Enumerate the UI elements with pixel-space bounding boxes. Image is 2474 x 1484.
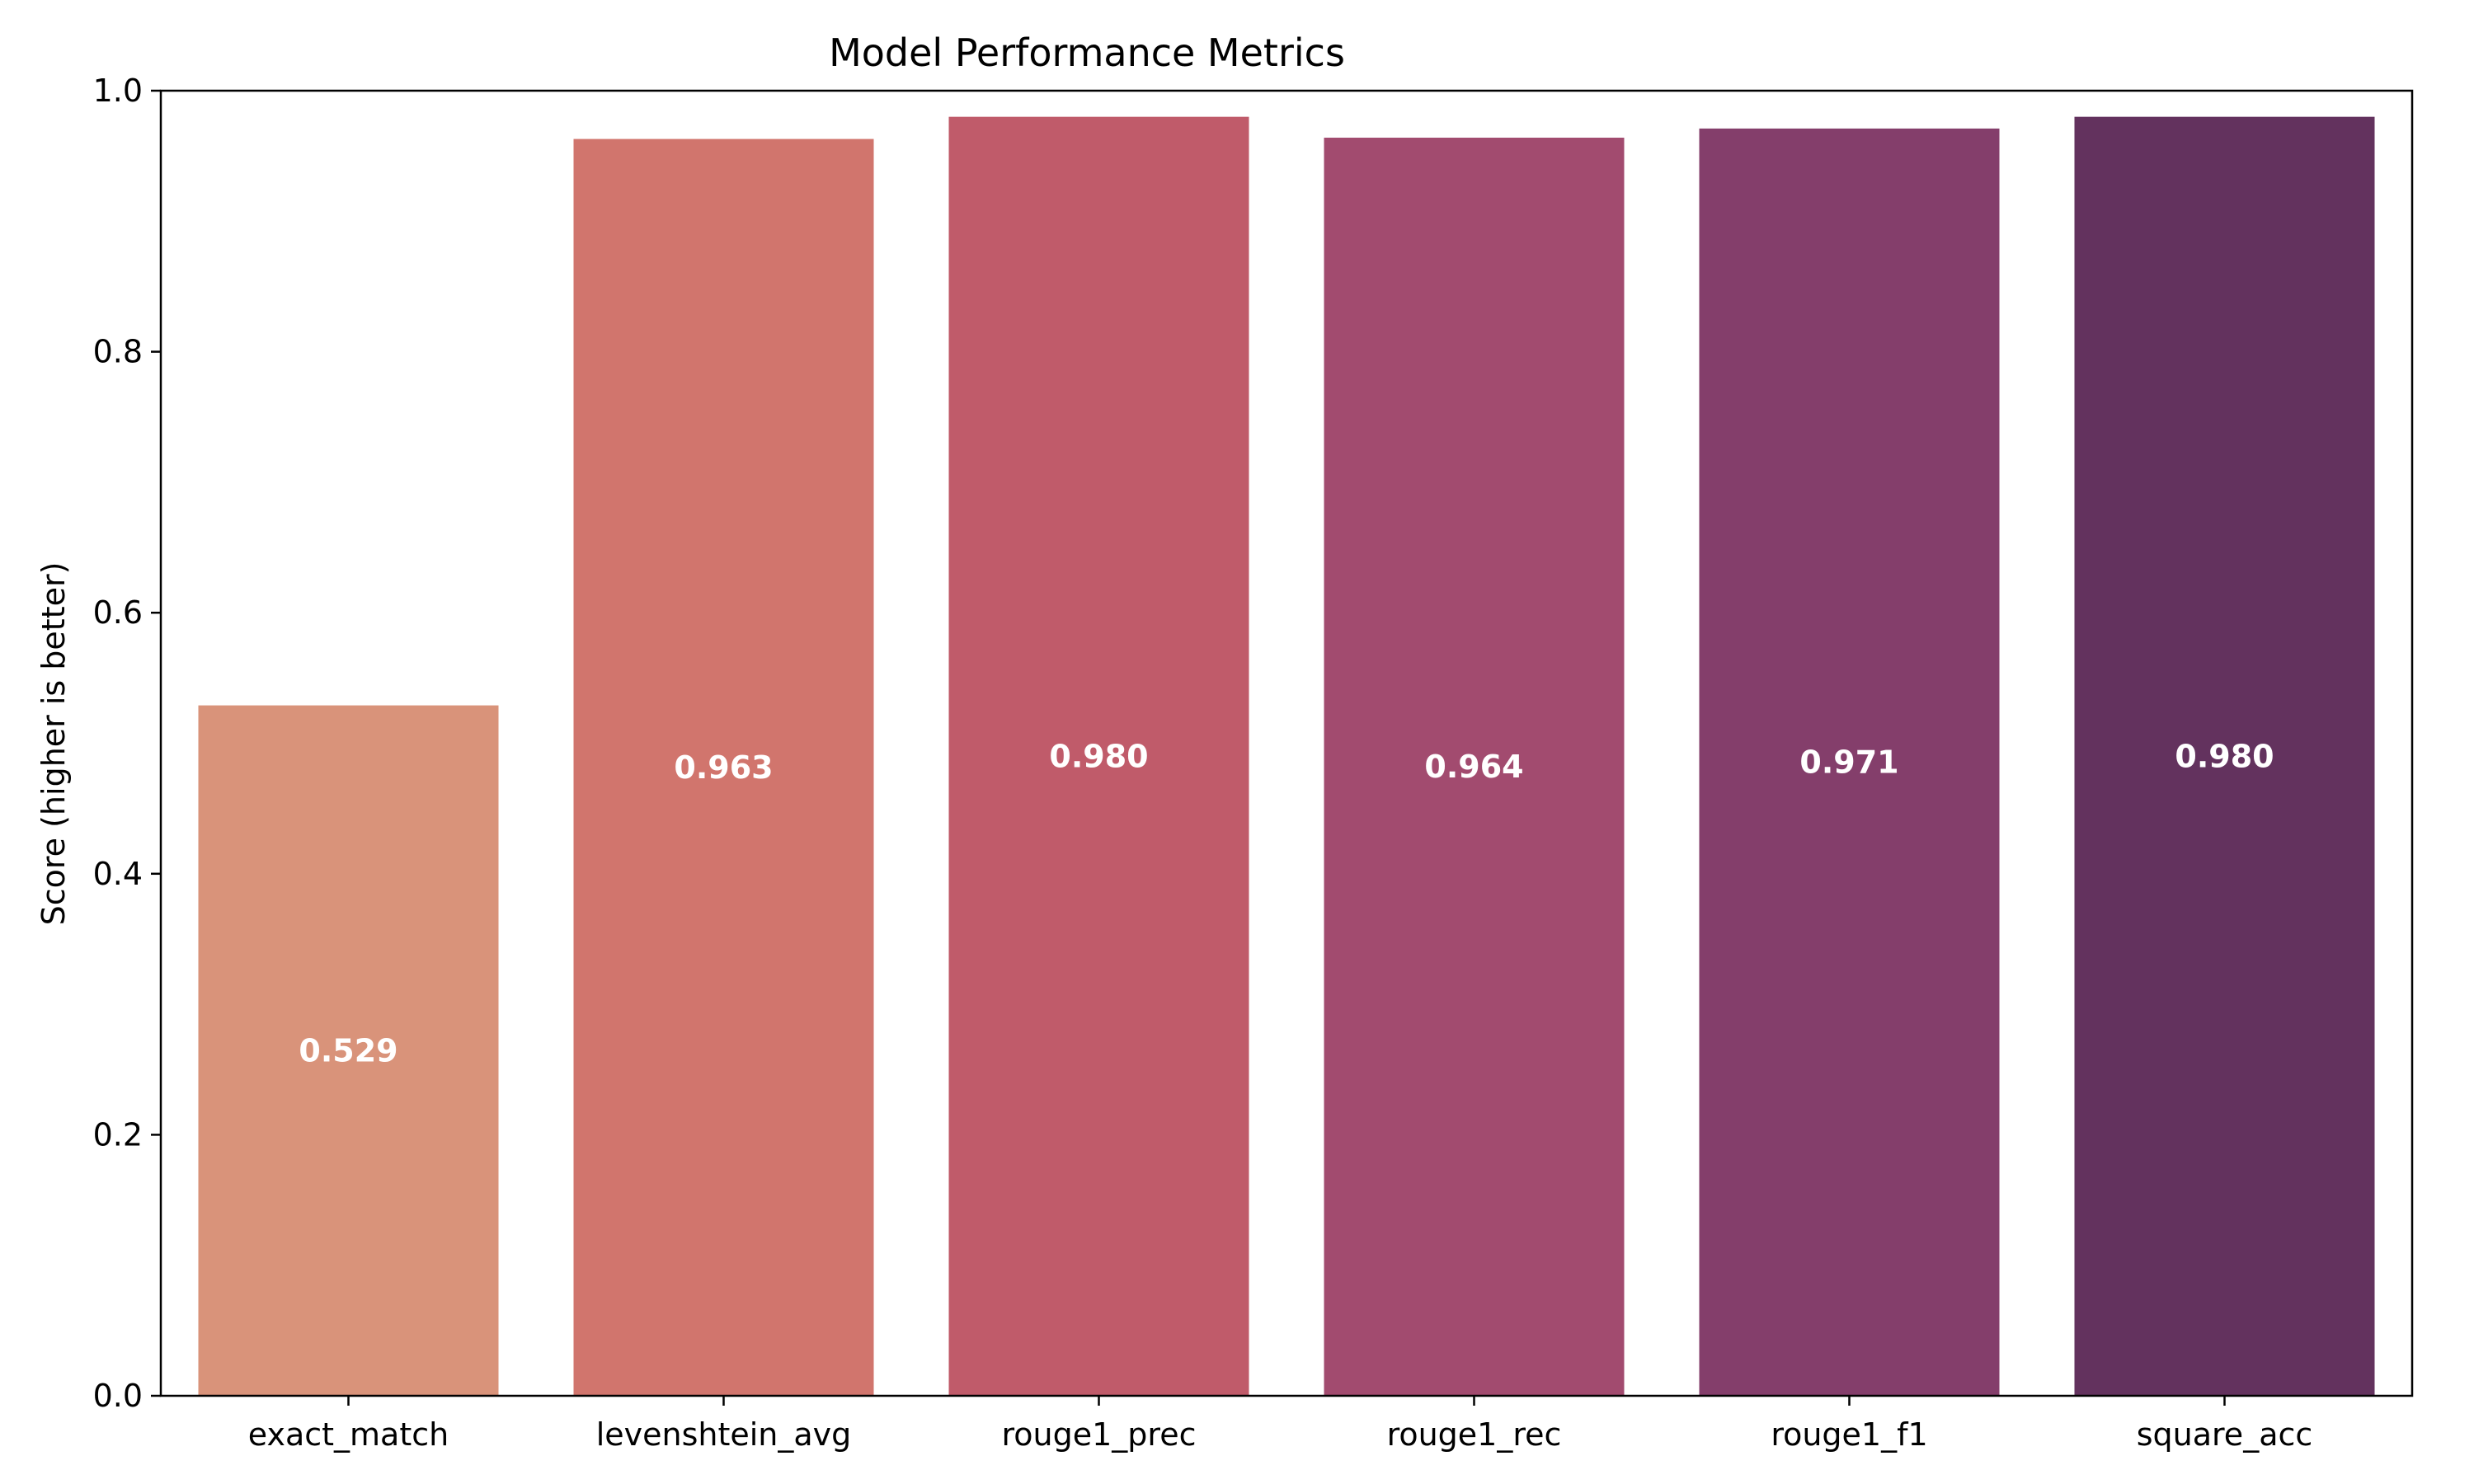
bar-value-label-square_acc: 0.980 [2175,738,2274,774]
y-tick-label-1.0: 1.0 [93,73,143,109]
y-tick-label-0.4: 0.4 [93,856,143,892]
bar-exact_match [198,705,499,1396]
bar-levenshtein_avg [573,139,874,1396]
y-tick-label-0.0: 0.0 [93,1378,143,1414]
y-tick-label-0.6: 0.6 [93,594,143,631]
x-tick-label-levenshtein_avg: levenshtein_avg [596,1416,852,1453]
bar-value-label-rouge1_f1: 0.971 [1799,744,1898,780]
bar-value-label-exact_match: 0.529 [299,1032,397,1068]
bars-group [198,116,2375,1397]
y-axis-label: Score (higher is better) [35,562,72,926]
bar-value-labels: 0.529 0.963 0.980 0.964 0.971 0.980 [299,738,2274,1068]
bar-value-label-rouge1_rec: 0.964 [1424,749,1523,785]
bar-rouge1_rec [1324,137,1625,1396]
x-axis-ticks: exact_match levenshtein_avg rouge1_prec rou… [248,1396,2313,1453]
x-tick-label-square_acc: square_acc [2137,1416,2313,1453]
x-tick-label-rouge1_rec: rouge1_rec [1387,1416,1562,1453]
bar-rouge1_prec [948,116,1249,1396]
bar-rouge1_f1 [1699,128,2000,1397]
y-tick-label-0.2: 0.2 [93,1116,143,1153]
bar-value-label-levenshtein_avg: 0.963 [674,749,773,786]
bar-value-label-rouge1_prec: 0.980 [1049,738,1148,774]
bar-square_acc [2074,116,2375,1396]
plot-frame [159,89,2414,1397]
y-tick-label-0.8: 0.8 [93,334,143,370]
x-tick-label-exact_match: exact_match [248,1416,449,1453]
chart-title: Model Performance Metrics [829,31,1345,75]
y-axis-ticks: 0.0 0.2 0.4 0.6 0.8 1.0 [93,73,161,1414]
x-tick-label-rouge1_f1: rouge1_f1 [1771,1416,1927,1453]
x-tick-label-rouge1_prec: rouge1_prec [1002,1416,1197,1453]
